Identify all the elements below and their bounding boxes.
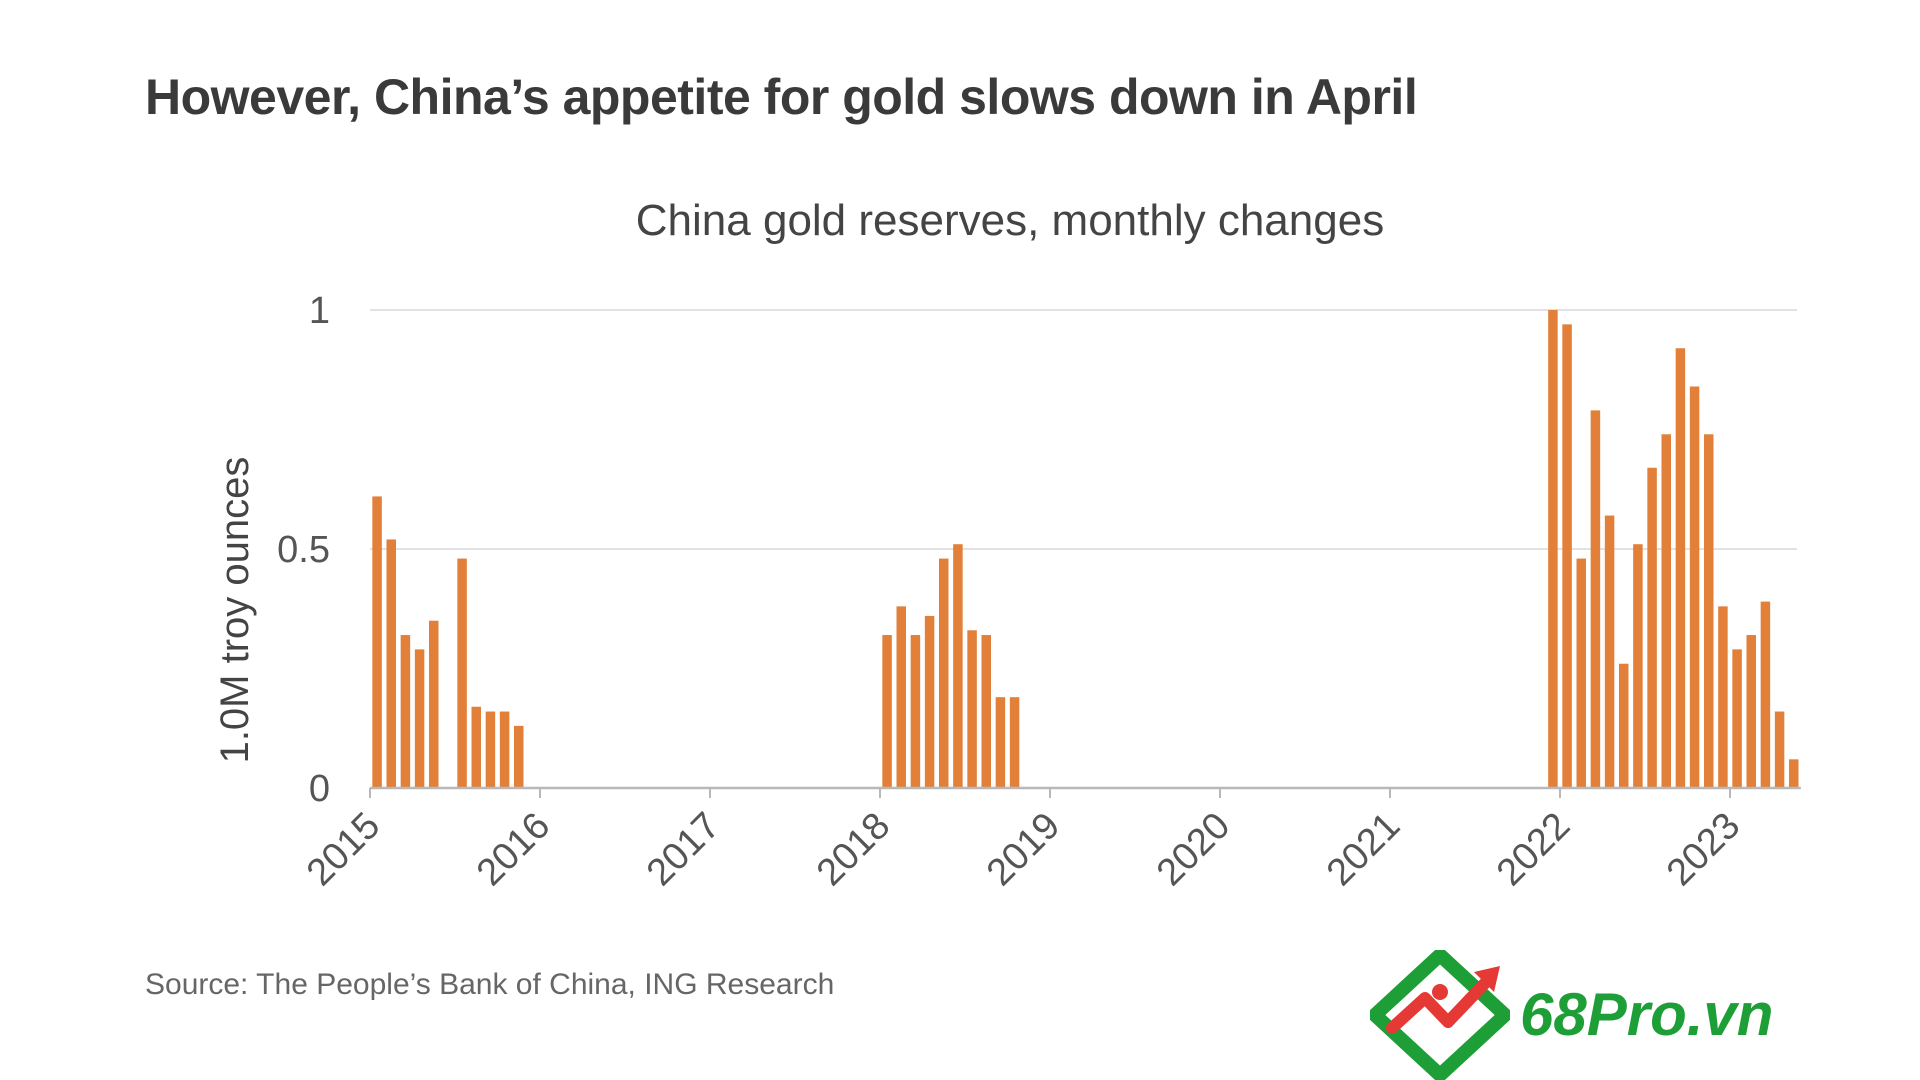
bar <box>896 606 906 788</box>
bar <box>910 635 921 788</box>
bar <box>1704 434 1714 788</box>
y-tick-label: 0 <box>309 768 330 810</box>
bar <box>1604 515 1615 788</box>
bar <box>1661 434 1671 788</box>
watermark-logo: 68Pro.vn <box>1370 950 1910 1080</box>
bar <box>1675 348 1686 788</box>
bar <box>1590 410 1601 788</box>
bar <box>924 615 935 788</box>
x-tick-label: 2019 <box>979 805 1068 894</box>
bar <box>995 697 1006 788</box>
chart-title: China gold reserves, monthly changes <box>636 196 1384 245</box>
bar <box>485 711 496 788</box>
x-tick-label: 2018 <box>809 805 898 894</box>
bar <box>939 558 949 788</box>
bar <box>471 706 481 788</box>
bar <box>1774 711 1785 788</box>
bar <box>1760 601 1771 788</box>
gold-reserves-chart: 0 0.5 1 2015 2016 2017 2018 2019 2020 2021 2022 202… <box>213 196 1801 894</box>
x-tick-label: 2020 <box>1149 805 1238 894</box>
logo-text: 68Pro.vn <box>1520 981 1774 1048</box>
bar <box>386 539 396 788</box>
x-tick-label: 2023 <box>1659 805 1748 894</box>
x-tick-label: 2017 <box>639 805 728 894</box>
bar <box>1689 386 1700 788</box>
bar <box>499 711 510 788</box>
bar <box>372 496 382 788</box>
bar <box>1009 697 1020 788</box>
bar <box>429 620 439 788</box>
bar <box>1718 606 1728 788</box>
bar <box>981 635 991 788</box>
axis-layer: 0 0.5 1 2015 2016 2017 2018 2019 2020 2021 2022 202… <box>277 290 1801 894</box>
bar <box>1576 558 1586 788</box>
x-tick-label: 2021 <box>1319 805 1408 894</box>
x-tick-label: 2022 <box>1489 805 1578 894</box>
bar <box>1619 663 1629 788</box>
bar <box>1789 759 1799 788</box>
bar <box>882 635 892 788</box>
grid-layer <box>370 309 1797 550</box>
bar <box>514 725 524 788</box>
bar <box>457 558 467 788</box>
headline: However, China’s appetite for gold slows… <box>145 69 1418 125</box>
bar <box>1548 310 1558 788</box>
bar <box>953 544 963 788</box>
bar <box>1633 544 1643 788</box>
bar <box>1647 467 1657 788</box>
bar <box>1732 649 1742 788</box>
bar <box>414 649 425 788</box>
bar <box>1562 324 1572 788</box>
y-tick-label: 1 <box>309 290 330 332</box>
y-tick-label: 0.5 <box>277 529 330 571</box>
bar <box>400 635 411 788</box>
x-tick-label: 2016 <box>469 805 558 894</box>
chart-arrow-diamond-icon <box>1370 950 1510 1080</box>
bar <box>1746 635 1756 788</box>
bar <box>967 630 977 788</box>
y-axis-label: 1.0M troy ounces <box>213 457 257 764</box>
x-tick-label: 2015 <box>299 805 388 894</box>
source-note: Source: The People’s Bank of China, ING … <box>145 968 835 1001</box>
bars-layer <box>372 310 1799 788</box>
